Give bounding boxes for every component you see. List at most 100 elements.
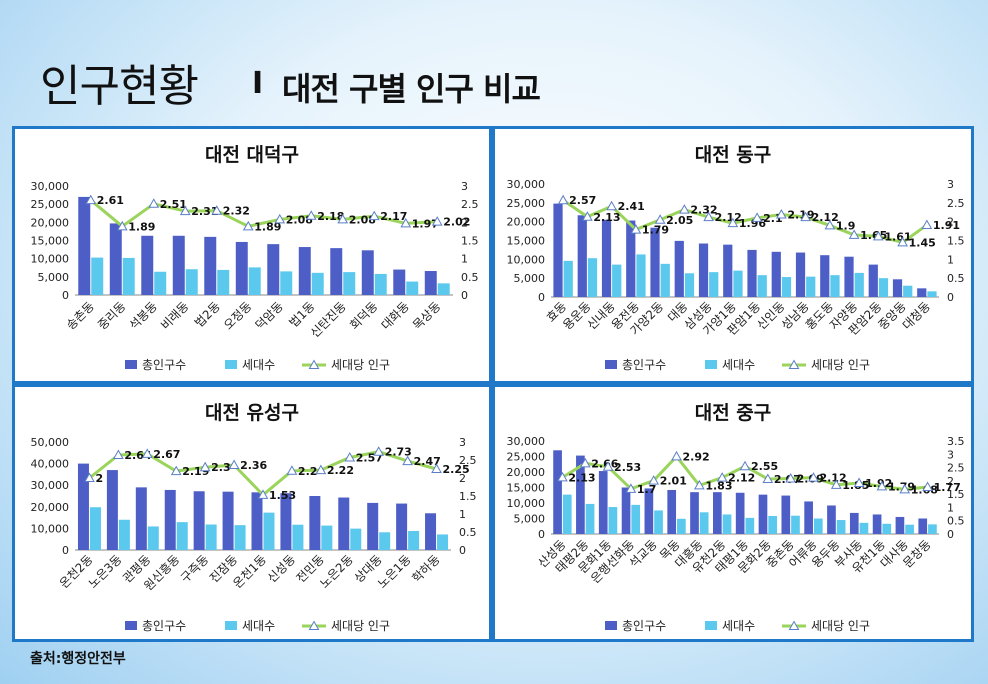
bar-total (222, 491, 234, 550)
ratio-marker (373, 446, 385, 456)
ratio-marker (170, 465, 182, 476)
bar-households (122, 257, 135, 295)
category-label: 법2동 (192, 299, 223, 330)
y-tick-label: 30,000 (31, 479, 70, 492)
bar-households (374, 273, 387, 295)
y2-tick-label: 3 (459, 436, 466, 449)
ratio-marker (141, 448, 153, 458)
bar-households (379, 532, 391, 550)
legend-swatch-total (125, 360, 137, 369)
ratio-marker (897, 236, 908, 247)
y2-tick-label: 2.5 (459, 454, 477, 467)
ratio-marker (679, 204, 690, 214)
bar-total (193, 491, 205, 550)
ratio-data-label: 1.79 (642, 224, 669, 237)
ratio-marker (654, 214, 666, 224)
bar-total (577, 215, 587, 297)
legend-swatch-households (225, 360, 237, 369)
bar-households (118, 519, 130, 550)
y2-tick-label: 0.5 (947, 272, 965, 285)
bar-households (176, 522, 188, 550)
legend-marker-ratio (308, 620, 320, 630)
bar-households (263, 512, 275, 550)
bar-total (280, 493, 292, 550)
bar-total (713, 492, 722, 534)
ratio-marker (830, 479, 842, 489)
bar-total (396, 503, 408, 550)
bar-total (781, 495, 791, 534)
ratio-marker (211, 205, 223, 215)
bar-households (854, 272, 864, 297)
bar-households (608, 507, 618, 534)
ratio-data-label: 2.51 (160, 198, 187, 211)
ratio-marker (785, 472, 797, 483)
bar-total (393, 269, 406, 295)
ratio-marker (703, 211, 714, 222)
ratio-marker (762, 473, 774, 483)
ratio-marker (606, 200, 617, 211)
bar-households (654, 510, 663, 534)
bar-households (709, 272, 719, 297)
bar-total (424, 271, 437, 295)
bar-households (745, 517, 755, 534)
bar-households (248, 267, 261, 295)
category-label: 구즉동 (178, 552, 211, 585)
bar-total (367, 502, 379, 550)
ratio-marker (431, 463, 442, 473)
ratio-data-label: 2.12 (715, 211, 742, 224)
ratio-marker (876, 480, 888, 491)
y-tick-label: 0 (538, 291, 545, 304)
bar-households (830, 275, 840, 297)
bar-total (849, 512, 859, 534)
ratio-marker (337, 213, 349, 224)
legend-label-ratio: 세대당 인구 (811, 619, 870, 633)
bar-households (437, 283, 450, 295)
bar-total (164, 489, 176, 550)
bar-households (89, 507, 101, 550)
bar-total (868, 264, 878, 297)
bar-households (280, 271, 293, 295)
y-tick-label: 10,000 (31, 522, 70, 535)
ratio-marker (305, 210, 317, 220)
ratio-marker (848, 229, 860, 239)
ratio-data-label: 2.41 (618, 200, 645, 213)
bar-households (859, 522, 869, 534)
ratio-marker (693, 479, 705, 490)
bar-households (217, 269, 230, 295)
bar-total (338, 497, 350, 550)
y-tick-label: 5,000 (514, 513, 546, 526)
y-tick-label: 5,000 (38, 271, 70, 284)
ratio-data-label: 2.02 (443, 216, 470, 229)
source-note: 출처:행정안전부 (30, 651, 126, 667)
ratio-marker (84, 472, 95, 482)
ratio-marker (751, 212, 763, 222)
bar-total (820, 255, 830, 297)
ratio-data-label: 2.05 (666, 214, 693, 227)
bar-households (408, 530, 420, 550)
bar-total (758, 494, 768, 534)
category-label: 학하동 (409, 552, 442, 585)
bar-total (621, 487, 631, 534)
ratio-data-label: 1.45 (909, 236, 936, 249)
bar-total (827, 505, 836, 534)
bar-households (813, 518, 823, 534)
bar-households (147, 526, 159, 550)
bar-households (768, 516, 777, 534)
bar-households (587, 258, 598, 297)
ratio-data-label: 2.18 (317, 210, 344, 223)
bar-total (667, 489, 677, 534)
bar-total (109, 223, 122, 295)
legend-swatch-households (225, 621, 237, 630)
bar-total (690, 492, 699, 534)
bar-households (905, 524, 914, 534)
bar-total (309, 496, 321, 550)
category-label: 대화동 (379, 299, 412, 332)
bar-households (928, 524, 937, 534)
legend-label-households: 세대수 (722, 619, 755, 633)
y2-tick-label: 1 (459, 508, 466, 521)
ratio-marker (716, 472, 728, 482)
y-tick-label: 25,000 (507, 197, 546, 210)
bar-households (612, 264, 622, 297)
bar-households (406, 281, 419, 295)
bar-households (563, 260, 573, 297)
